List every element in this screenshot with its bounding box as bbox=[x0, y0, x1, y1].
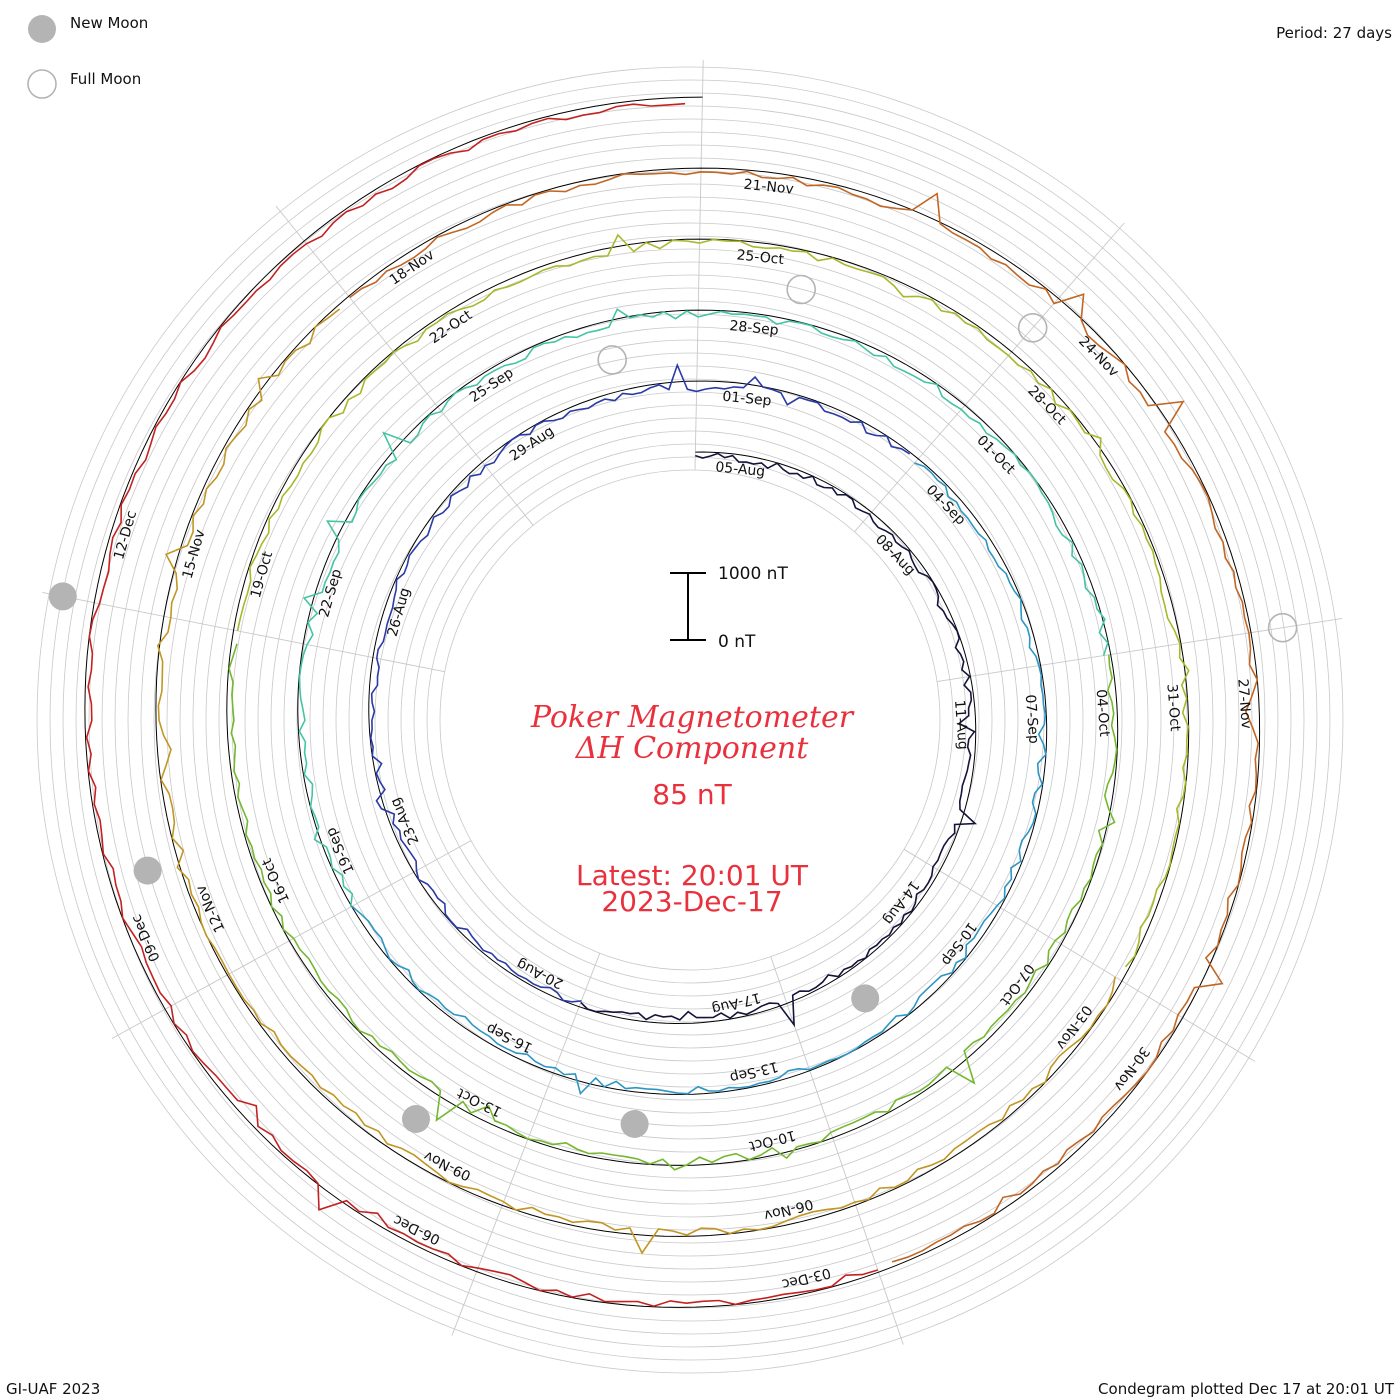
trace-segment bbox=[580, 452, 978, 1028]
date-label: 15-Nov bbox=[180, 528, 209, 581]
grid-radial bbox=[275, 205, 534, 526]
scale-bar: 1000 nT 0 nT bbox=[670, 564, 788, 652]
full-moon-icon bbox=[786, 274, 817, 305]
grid-ring bbox=[270, 300, 1110, 1140]
footer-plotted: Condegram plotted Dec 17 at 20:01 UT bbox=[1098, 1380, 1395, 1398]
new-moon-legend-label: New Moon bbox=[70, 14, 148, 32]
date-label: 06-Nov bbox=[762, 1195, 815, 1223]
grid-radial bbox=[42, 591, 445, 673]
grid-ring bbox=[192, 222, 1188, 1218]
date-label: 25-Oct bbox=[736, 247, 785, 268]
grid-ring bbox=[101, 131, 1279, 1309]
date-label: 05-Aug bbox=[715, 459, 766, 480]
grid-ring bbox=[114, 144, 1266, 1296]
current-value: 85 nT bbox=[652, 778, 732, 811]
new-moon-icon bbox=[402, 1105, 430, 1133]
grid-ring bbox=[361, 391, 1019, 1049]
grid-ring bbox=[49, 79, 1331, 1361]
date-label: 27-Nov bbox=[1234, 678, 1254, 729]
grid-ring bbox=[439, 469, 941, 971]
trace-segment bbox=[298, 308, 1109, 907]
grid-ring bbox=[309, 339, 1071, 1101]
grid-ring bbox=[231, 261, 1149, 1179]
grid-ring bbox=[426, 456, 954, 984]
grid-ring bbox=[127, 157, 1253, 1283]
scale-bar-top-label: 1000 nT bbox=[718, 564, 788, 584]
grid-ring bbox=[218, 248, 1162, 1192]
date-label: 04-Oct bbox=[1093, 689, 1113, 738]
date-label: 29-Aug bbox=[507, 423, 557, 464]
grid-ring bbox=[140, 170, 1240, 1270]
date-label: 01-Sep bbox=[722, 389, 773, 410]
grid-ring bbox=[153, 183, 1227, 1257]
grid-ring bbox=[387, 417, 993, 1023]
full-moon-icon bbox=[597, 345, 628, 375]
scale-bar-bottom-label: 0 nT bbox=[718, 632, 756, 652]
date-label: 26-Aug bbox=[385, 586, 414, 638]
grid-radial bbox=[694, 60, 704, 471]
chart-title-line2: ΔH Component bbox=[575, 731, 809, 766]
chart-title-line1: Poker Magnetometer bbox=[530, 700, 855, 735]
new-moon-icon bbox=[851, 984, 880, 1013]
full-moon-icon bbox=[1267, 612, 1298, 643]
grid-ring bbox=[348, 378, 1032, 1062]
trace-segment bbox=[228, 643, 1118, 1171]
latest-date: 2023-Dec-17 bbox=[601, 885, 782, 918]
grid-ring bbox=[322, 352, 1058, 1088]
grid-ring bbox=[374, 404, 1006, 1036]
period-label: Period: 27 days bbox=[1276, 24, 1392, 42]
date-label: 13-Oct bbox=[454, 1084, 504, 1119]
date-label: 11-Aug bbox=[951, 699, 971, 750]
grid-radial bbox=[770, 956, 904, 1345]
grid-ring bbox=[179, 209, 1201, 1231]
date-label: 28-Sep bbox=[729, 318, 780, 339]
full-moon-icon bbox=[1017, 312, 1048, 343]
trace-segment bbox=[85, 102, 879, 1308]
date-label: 21-Nov bbox=[743, 177, 795, 198]
grid-ring bbox=[296, 326, 1084, 1114]
grid-ring bbox=[283, 313, 1097, 1127]
grid-ring bbox=[36, 66, 1344, 1374]
grid-ring bbox=[205, 235, 1175, 1205]
grid-ring bbox=[413, 443, 967, 997]
date-label: 30-Nov bbox=[1110, 1043, 1152, 1093]
trace-segment bbox=[351, 462, 1047, 1096]
trace-layer bbox=[85, 102, 1260, 1308]
new-moon-icon bbox=[133, 856, 162, 885]
grid-ring bbox=[88, 118, 1292, 1322]
date-label: 07-Sep bbox=[1022, 694, 1042, 744]
latest-time: Latest: 20:01 UT bbox=[576, 859, 809, 892]
grid-ring bbox=[166, 196, 1214, 1244]
grid-ring bbox=[75, 105, 1305, 1335]
full-moon-legend-label: Full Moon bbox=[70, 70, 141, 88]
new-moon-icon bbox=[48, 582, 77, 611]
grid-ring bbox=[400, 430, 980, 1010]
date-label: 09-Dec bbox=[129, 912, 164, 964]
trace-segment bbox=[369, 362, 911, 1003]
full-moon-legend-icon bbox=[27, 69, 57, 99]
date-label: 09-Nov bbox=[421, 1147, 473, 1183]
grid-ring bbox=[62, 92, 1318, 1348]
baseline-spiral bbox=[84, 96, 1261, 1308]
trace-segment bbox=[349, 170, 1260, 1263]
date-label: 28-Oct bbox=[1024, 383, 1069, 429]
grid-radial bbox=[936, 617, 1343, 682]
date-label: 31-Oct bbox=[1163, 683, 1183, 732]
new-moon-icon bbox=[620, 1110, 649, 1138]
moon-layer bbox=[48, 274, 1298, 1138]
trace-segment bbox=[156, 308, 1116, 1255]
grid-radial bbox=[903, 848, 1256, 1062]
new-moon-legend-icon bbox=[28, 15, 56, 43]
date-label: 07-Oct bbox=[996, 960, 1037, 1008]
grid-ring bbox=[257, 287, 1123, 1153]
trace-segment bbox=[236, 233, 1190, 968]
grid-radial bbox=[451, 953, 601, 1336]
footer-credit: GI-UAF 2023 bbox=[6, 1380, 100, 1398]
grid-radial bbox=[854, 222, 1125, 533]
